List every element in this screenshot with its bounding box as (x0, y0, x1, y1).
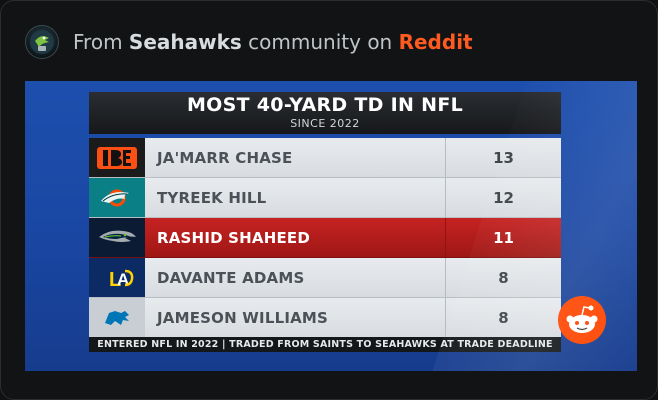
td-count: 8 (498, 308, 509, 327)
source-prefix: From (73, 30, 123, 54)
seahawks-logo-icon (89, 218, 145, 257)
player-name: TYREEK HILL (145, 178, 446, 217)
graphic-title-bar: MOST 40-YARD TD IN NFL SINCE 2022 (89, 92, 561, 134)
player-name: RASHID SHAHEED (145, 218, 446, 257)
td-count: 13 (493, 148, 514, 167)
stat-table: JA'MARR CHASE 13 TYREEK HILL 12 (89, 138, 561, 338)
subreddit-avatar[interactable] (25, 25, 59, 59)
post-source-text: From Seahawks community on Reddit (73, 30, 473, 54)
lions-logo-icon (89, 298, 145, 337)
graphic-subtitle: SINCE 2022 (290, 117, 360, 130)
td-count: 11 (493, 228, 514, 247)
community-name-link[interactable]: Seahawks (128, 30, 242, 54)
td-count: 12 (493, 188, 514, 207)
dolphins-logo-icon (89, 178, 145, 217)
table-row: TYREEK HILL 12 (89, 178, 561, 218)
post-header: From Seahawks community on Reddit (25, 25, 473, 59)
stat-graphic: MOST 40-YARD TD IN NFL SINCE 2022 JA'MAR… (89, 92, 561, 352)
source-middle: community on (248, 30, 393, 54)
player-name: DAVANTE ADAMS (145, 258, 446, 297)
graphic-footnote: ENTERED NFL IN 2022 | TRADED FROM SAINTS… (89, 337, 561, 352)
reddit-snoo-icon (557, 295, 607, 345)
seahawk-mascot-icon (30, 30, 54, 54)
table-row: JAMESON WILLIAMS 8 (89, 298, 561, 338)
rams-logo-icon: L A (89, 258, 145, 297)
graphic-title: MOST 40-YARD TD IN NFL (186, 94, 464, 116)
td-count: 8 (498, 268, 509, 287)
table-row: JA'MARR CHASE 13 (89, 138, 561, 178)
table-row-highlighted: RASHID SHAHEED 11 (89, 218, 561, 258)
player-name: JAMESON WILLIAMS (145, 298, 446, 337)
bengals-logo-icon (89, 138, 145, 177)
table-row: L A DAVANTE ADAMS 8 (89, 258, 561, 298)
post-image[interactable]: MOST 40-YARD TD IN NFL SINCE 2022 JA'MAR… (25, 81, 637, 371)
svg-text:A: A (117, 270, 129, 289)
player-name: JA'MARR CHASE (145, 138, 446, 177)
reddit-link[interactable]: Reddit (398, 30, 473, 54)
svg-text:L: L (109, 269, 121, 291)
